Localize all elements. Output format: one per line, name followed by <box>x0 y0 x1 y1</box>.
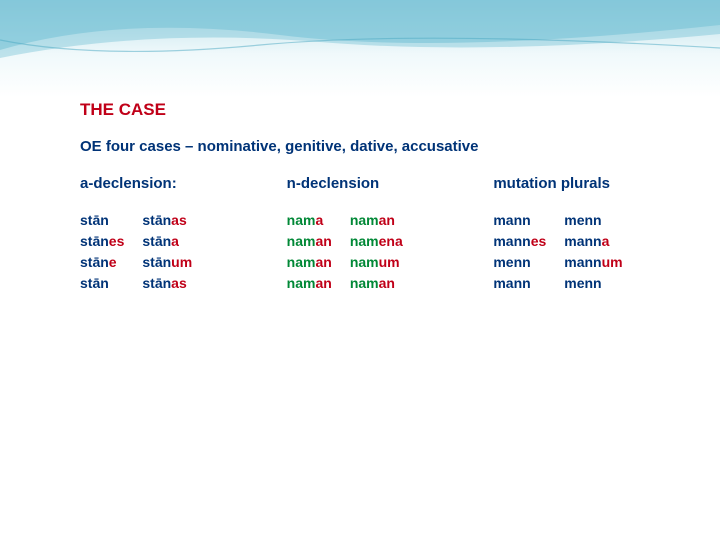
word-block: mannmannesmennmannmennmannamannummenn <box>493 210 660 294</box>
word-line: stāne <box>80 252 124 273</box>
word-line: stān <box>80 210 124 231</box>
word-line: menn <box>564 210 622 231</box>
word-suffix: e <box>109 254 117 270</box>
word-stem: stān <box>80 233 109 249</box>
word-line: stānes <box>80 231 124 252</box>
word-line: stāna <box>142 231 192 252</box>
word-line: menn <box>564 273 622 294</box>
word-stem: nam <box>350 233 379 249</box>
word-stem: mann <box>564 233 601 249</box>
section-header: a-declension: <box>80 175 247 192</box>
word-column-1: namannamenanamumnaman <box>350 210 403 294</box>
slide-subtitle: OE four cases – nominative, genitive, da… <box>80 138 660 155</box>
word-stem: nam <box>287 233 316 249</box>
word-column-1: mennmannamannummenn <box>564 210 622 294</box>
section-header: n-declension <box>287 175 454 192</box>
word-stem: mann <box>493 212 530 228</box>
word-suffix: an <box>315 233 331 249</box>
word-line: mann <box>493 210 546 231</box>
word-column-0: stānstānesstānestān <box>80 210 124 294</box>
word-stem: stān <box>80 275 109 291</box>
word-line: naman <box>350 210 403 231</box>
word-line: mann <box>493 273 546 294</box>
word-suffix: um <box>171 254 192 270</box>
word-block: namanamannamannamannamannamenanamumnaman <box>287 210 454 294</box>
word-stem: mann <box>493 233 530 249</box>
word-stem: nam <box>287 254 316 270</box>
section-2: mutation pluralsmannmannesmennmannmennma… <box>493 175 660 294</box>
section-0: a-declension:stānstānesstānestānstānasst… <box>80 175 247 294</box>
word-line: naman <box>287 231 332 252</box>
word-suffix: an <box>315 275 331 291</box>
word-stem: nam <box>350 275 379 291</box>
word-line: namena <box>350 231 403 252</box>
word-stem: stān <box>80 254 109 270</box>
word-suffix: a <box>315 212 323 228</box>
word-stem: nam <box>350 212 379 228</box>
word-suffix: an <box>379 212 395 228</box>
slide-title: THE CASE <box>80 100 660 120</box>
word-stem: menn <box>493 254 530 270</box>
word-suffix: as <box>171 275 187 291</box>
word-stem: stān <box>142 233 171 249</box>
word-suffix: ena <box>379 233 403 249</box>
word-stem: menn <box>564 275 601 291</box>
word-stem: stān <box>142 275 171 291</box>
word-line: stānas <box>142 210 192 231</box>
word-suffix: an <box>379 275 395 291</box>
word-line: naman <box>287 252 332 273</box>
word-stem: menn <box>564 212 601 228</box>
word-stem: nam <box>350 254 379 270</box>
word-line: menn <box>493 252 546 273</box>
word-stem: stān <box>80 212 109 228</box>
word-line: mannes <box>493 231 546 252</box>
word-suffix: um <box>379 254 400 270</box>
word-line: stān <box>80 273 124 294</box>
word-suffix: a <box>602 233 610 249</box>
word-column-0: mannmannesmennmann <box>493 210 546 294</box>
word-stem: stān <box>142 212 171 228</box>
word-suffix: es <box>109 233 125 249</box>
word-stem: mann <box>493 275 530 291</box>
word-stem: nam <box>287 212 316 228</box>
word-suffix: es <box>531 233 547 249</box>
word-line: naman <box>350 273 403 294</box>
word-line: mannum <box>564 252 622 273</box>
word-suffix: um <box>602 254 623 270</box>
word-stem: stān <box>142 254 171 270</box>
word-column-0: namanamannamannaman <box>287 210 332 294</box>
word-line: nama <box>287 210 332 231</box>
declension-columns: a-declension:stānstānesstānestānstānasst… <box>80 175 660 294</box>
word-suffix: a <box>171 233 179 249</box>
decorative-wave <box>0 0 720 70</box>
slide-content: THE CASE OE four cases – nominative, gen… <box>80 100 660 294</box>
word-column-1: stānasstānastānumstānas <box>142 210 192 294</box>
word-suffix: as <box>171 212 187 228</box>
section-1: n-declensionnamanamannamannamannamanname… <box>287 175 454 294</box>
word-block: stānstānesstānestānstānasstānastānumstān… <box>80 210 247 294</box>
word-line: naman <box>287 273 332 294</box>
section-header: mutation plurals <box>493 175 660 192</box>
word-stem: mann <box>564 254 601 270</box>
word-line: stānas <box>142 273 192 294</box>
word-stem: nam <box>287 275 316 291</box>
word-line: namum <box>350 252 403 273</box>
word-line: stānum <box>142 252 192 273</box>
word-suffix: an <box>315 254 331 270</box>
word-line: manna <box>564 231 622 252</box>
